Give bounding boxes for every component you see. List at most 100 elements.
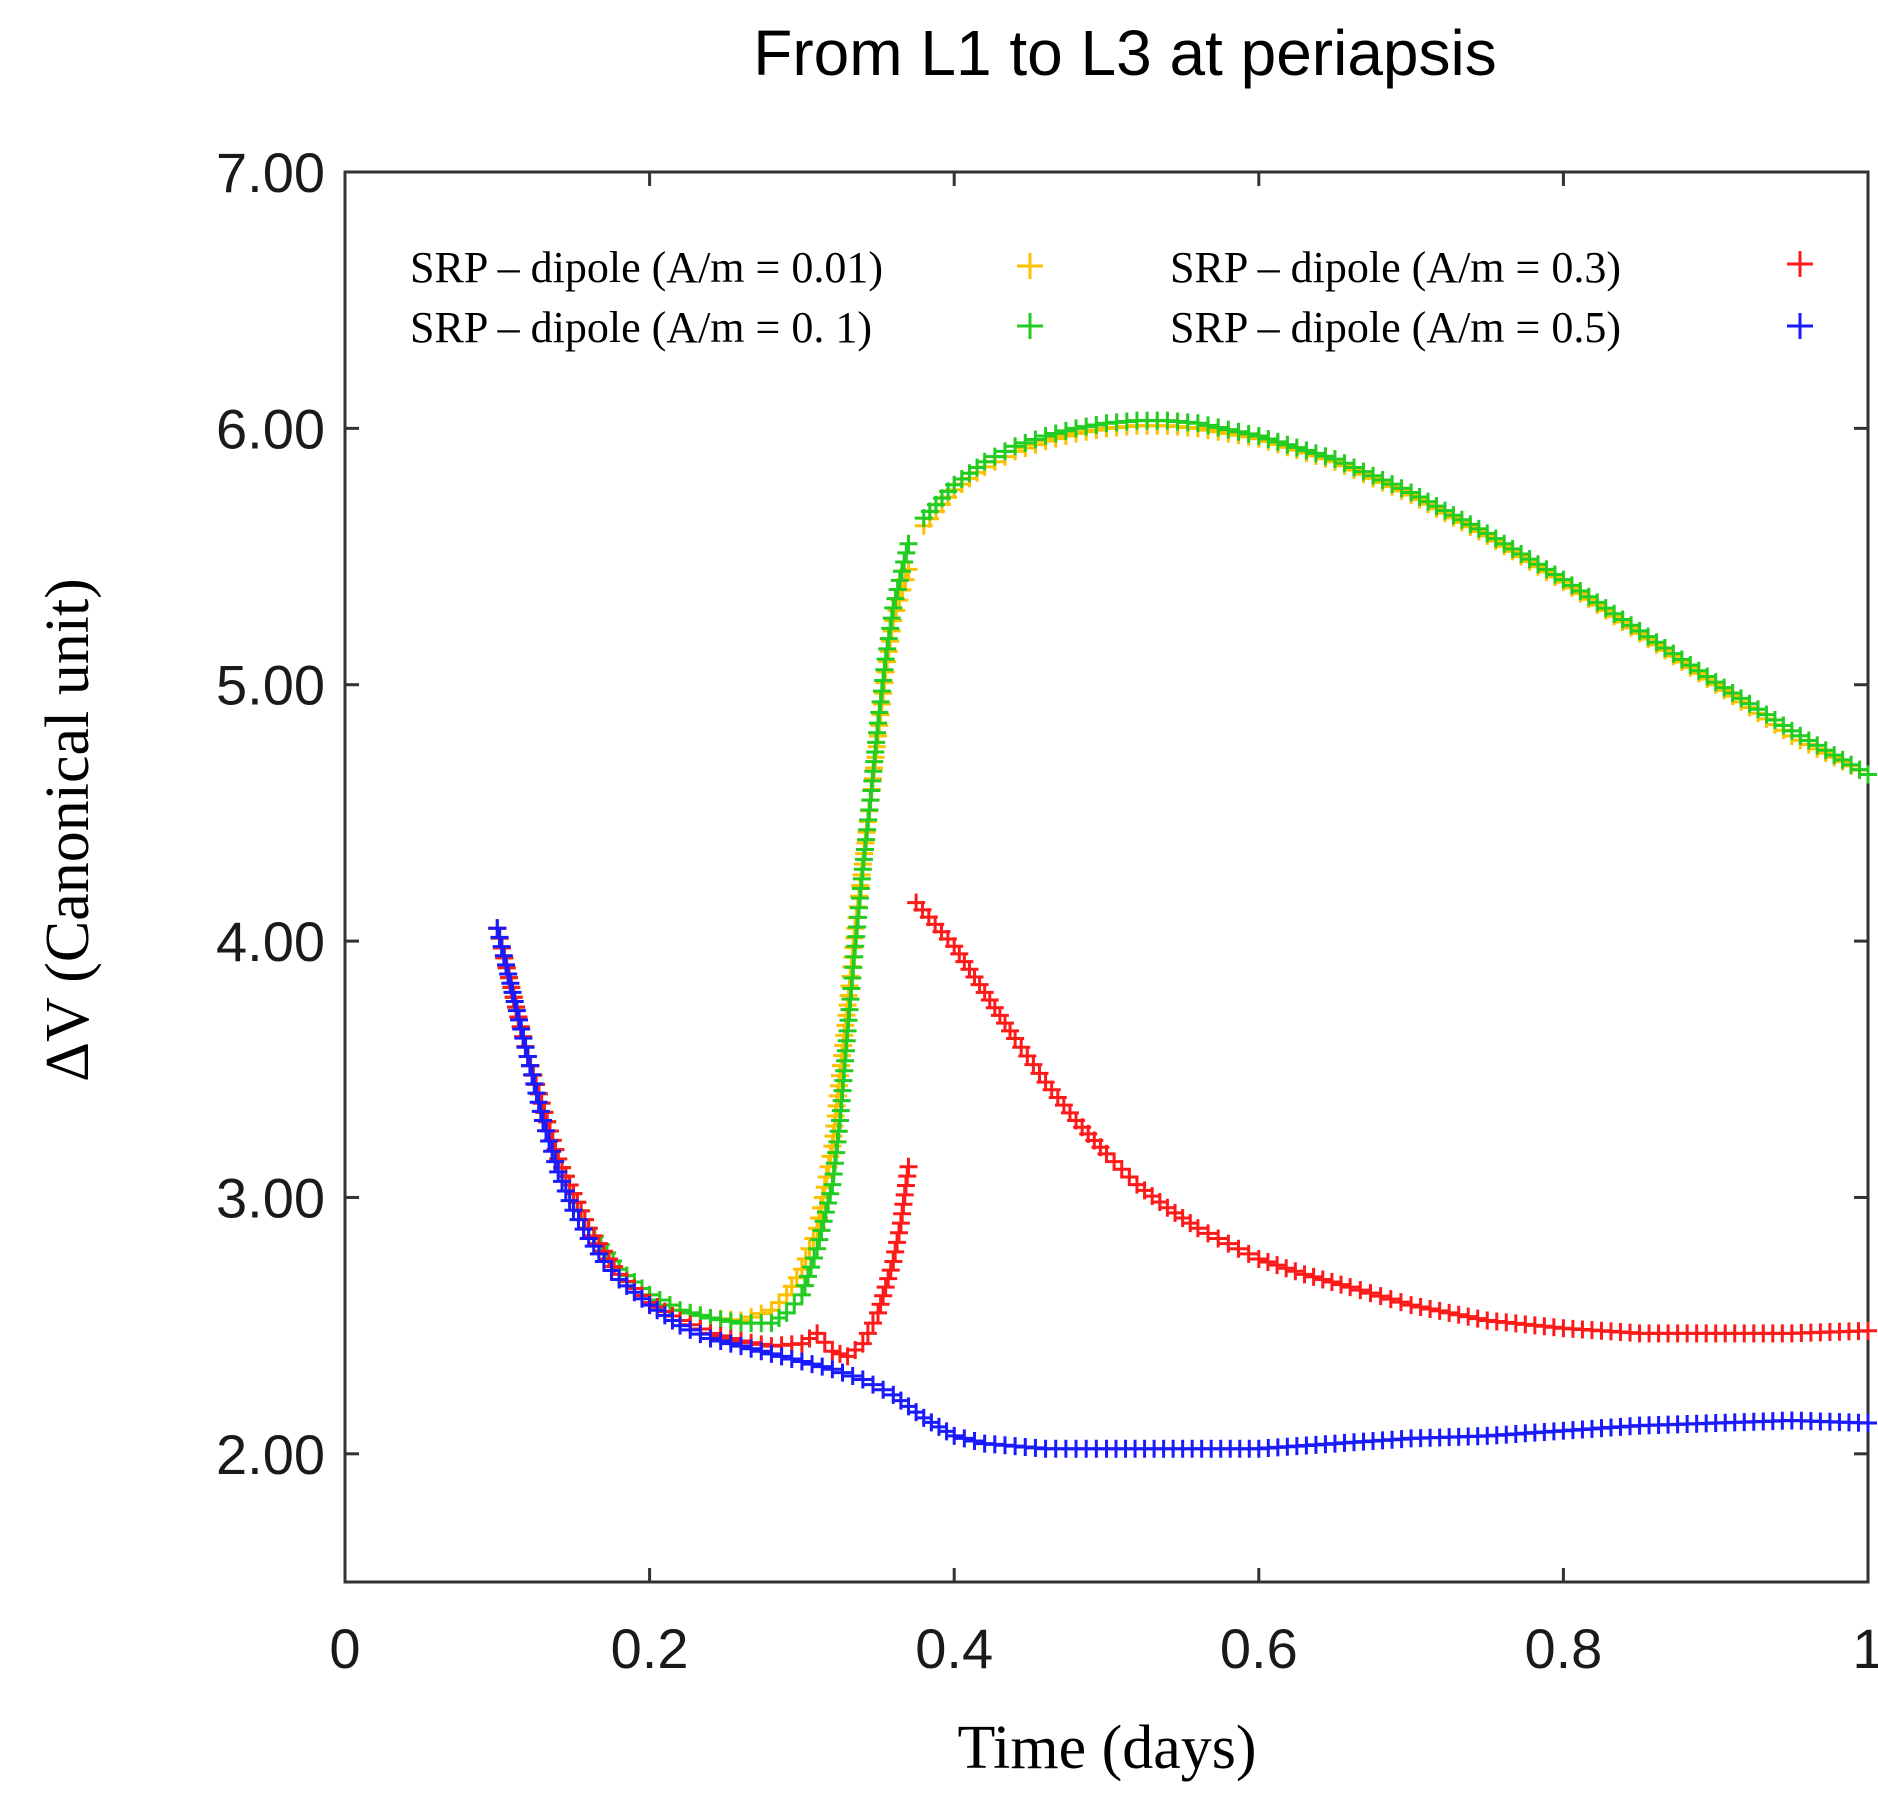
data-point — [503, 983, 522, 1002]
data-point — [742, 1339, 761, 1358]
data-point — [871, 1295, 890, 1314]
data-series — [488, 411, 1877, 1458]
data-point — [879, 629, 898, 648]
data-point — [869, 1303, 888, 1322]
data-point — [533, 1111, 552, 1130]
y-tick-label: 6.00 — [216, 397, 325, 460]
data-point — [1354, 462, 1373, 481]
data-point — [525, 1074, 544, 1093]
legend-marker-stroke — [1017, 313, 1043, 339]
data-point — [843, 1367, 862, 1386]
x-tick-label: 0.2 — [611, 1617, 689, 1680]
data-point — [488, 919, 507, 938]
data-point — [892, 562, 911, 581]
data-point — [816, 1203, 835, 1222]
data-point — [782, 1349, 801, 1368]
data-point — [1325, 450, 1344, 469]
data-point — [884, 598, 903, 617]
data-point — [553, 1172, 572, 1191]
x-tick-label: 0.6 — [1220, 1617, 1298, 1680]
series-0 — [488, 416, 1877, 1330]
data-point — [853, 1370, 872, 1389]
data-point — [1402, 1296, 1421, 1315]
legend-marker-plus — [1787, 251, 1813, 277]
data-point — [492, 937, 511, 956]
plot-border — [343, 170, 1870, 1584]
data-point — [874, 1286, 893, 1305]
data-point — [1468, 1309, 1487, 1328]
data-point — [1209, 1229, 1228, 1248]
data-point — [1036, 427, 1055, 446]
data-point — [1440, 1303, 1459, 1322]
legend-entry: SRP – dipole (A/m = 0. 1) — [410, 303, 1043, 352]
data-point — [886, 1242, 905, 1261]
data-point — [1259, 429, 1278, 448]
data-point — [879, 1269, 898, 1288]
data-point — [1411, 1298, 1430, 1317]
data-point — [1364, 466, 1383, 485]
data-point — [1344, 458, 1363, 477]
data-point — [808, 1324, 827, 1343]
y-tick-label: 3.00 — [216, 1166, 325, 1229]
data-point — [798, 1267, 817, 1286]
data-point — [1239, 424, 1258, 443]
legend-entry: SRP – dipole (A/m = 0.01) — [410, 243, 1043, 292]
data-point — [1087, 415, 1106, 434]
data-point — [888, 580, 907, 599]
legend-marker-stroke — [1787, 313, 1813, 339]
data-point — [858, 1324, 877, 1343]
data-point — [731, 1337, 750, 1356]
data-point — [808, 1239, 827, 1258]
data-point — [507, 1001, 526, 1020]
data-point — [815, 1333, 834, 1352]
data-point — [514, 1029, 533, 1048]
y-axis-label: ΔV (Canonical unit) — [34, 578, 102, 1082]
data-point — [1229, 1239, 1248, 1258]
data-point — [518, 1047, 537, 1066]
data-point — [711, 1310, 730, 1329]
data-point — [1361, 1284, 1380, 1303]
data-point — [1249, 427, 1268, 446]
data-point — [494, 946, 513, 965]
data-point — [497, 955, 516, 974]
data-point — [985, 447, 1004, 466]
data-point — [721, 1312, 740, 1331]
data-point — [1373, 470, 1392, 489]
data-point — [691, 1325, 710, 1344]
data-point — [1199, 1224, 1218, 1243]
data-point — [1381, 1290, 1400, 1309]
data-point — [823, 1342, 842, 1361]
data-point — [1016, 433, 1035, 452]
data-point — [819, 1193, 838, 1212]
data-point — [1304, 1267, 1323, 1286]
data-point — [888, 1233, 907, 1252]
data-point — [505, 992, 524, 1011]
data-point — [529, 1093, 548, 1112]
data-point — [1077, 417, 1096, 436]
data-point — [995, 442, 1014, 461]
legend-entry: SRP – dipole (A/m = 0.5) — [1170, 303, 1813, 352]
x-tick-label: 0 — [329, 1617, 360, 1680]
data-point — [884, 1252, 903, 1271]
data-point — [540, 1132, 559, 1151]
data-point — [1322, 1273, 1341, 1292]
data-point — [1313, 1270, 1332, 1289]
legend-label: SRP – dipole (A/m = 0.5) — [1170, 303, 1621, 352]
data-point — [490, 928, 509, 947]
series-1 — [488, 411, 1877, 1333]
data-point — [975, 452, 994, 471]
legend-marker-plus — [1017, 313, 1043, 339]
data-point — [897, 543, 916, 562]
legend-label: SRP – dipole (A/m = 0. 1) — [410, 303, 872, 352]
data-point — [1859, 1414, 1877, 1433]
data-point — [792, 1285, 811, 1304]
data-point — [876, 650, 895, 669]
data-point — [721, 1334, 740, 1353]
data-point — [802, 1258, 821, 1277]
data-point — [543, 1142, 562, 1161]
data-point — [882, 609, 901, 628]
data-point — [1332, 1275, 1351, 1294]
plot-area — [343, 170, 1870, 1584]
data-point — [701, 1308, 720, 1327]
